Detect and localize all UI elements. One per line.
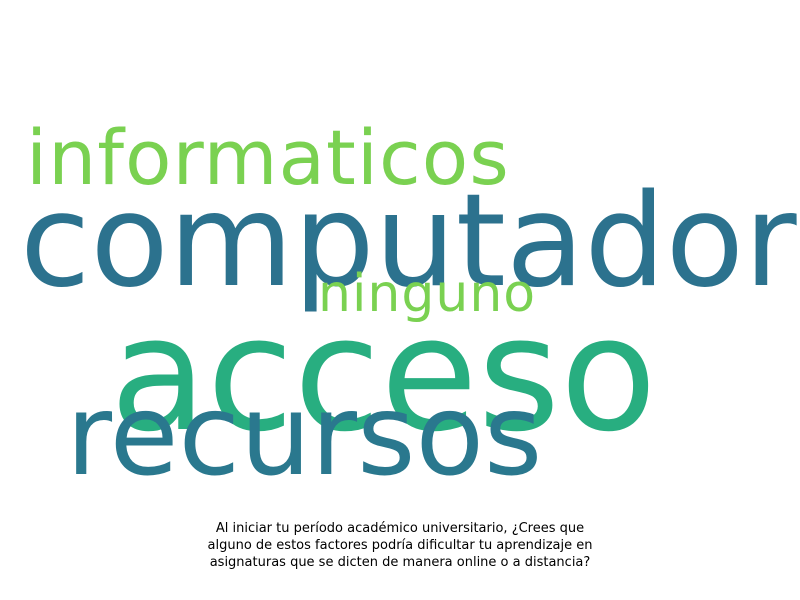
word-computador: computador — [20, 167, 797, 316]
word-informaticos: informaticos — [26, 113, 510, 202]
word-ninguno: ninguno — [318, 264, 537, 324]
word-acceso: acceso — [110, 283, 657, 467]
caption-question: Al iniciar tu período académico universi… — [207, 521, 593, 570]
word-recursos: recursos — [66, 371, 543, 501]
